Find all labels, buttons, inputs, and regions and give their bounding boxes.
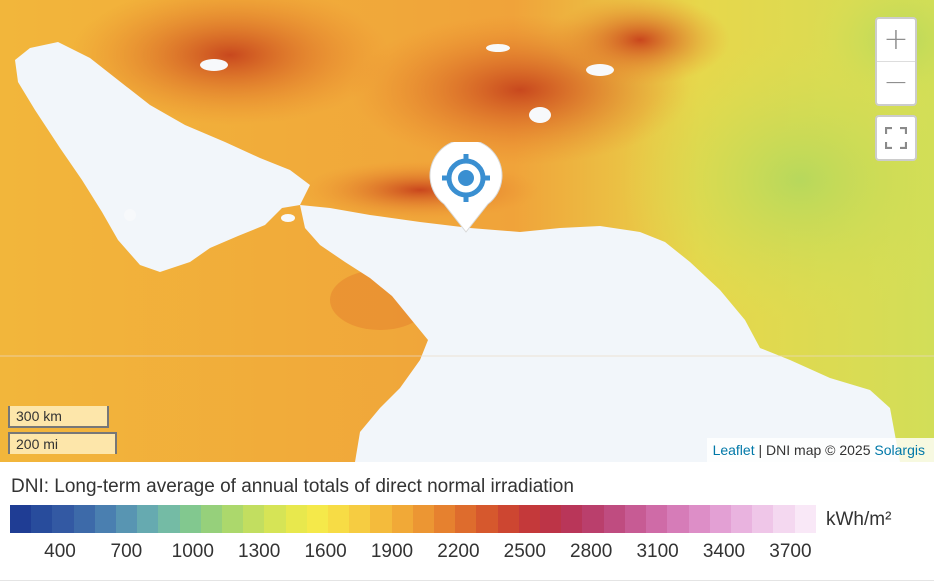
legend-swatch — [730, 505, 753, 533]
map-attribution: Leaflet | DNI map © 2025 Solargis — [706, 438, 934, 462]
legend-swatch — [667, 505, 689, 533]
legend-swatch — [222, 505, 244, 533]
legend-swatch — [624, 505, 647, 533]
legend-swatch — [10, 505, 32, 533]
legend-unit: kWh/m² — [826, 509, 892, 530]
legend-swatch — [434, 505, 456, 533]
legend-swatch — [412, 505, 435, 533]
legend-tick-label: 1900 — [370, 541, 414, 562]
legend-tick-label: 1600 — [304, 541, 347, 562]
solargis-link[interactable]: Solargis — [874, 442, 925, 458]
dni-heatmap-layer — [0, 0, 934, 462]
legend-swatch — [243, 505, 265, 533]
legend-swatch — [646, 505, 668, 533]
scale-bar: 300 km 200 mi — [8, 406, 117, 454]
legend-tick-label: 1300 — [238, 541, 281, 562]
legend-title: DNI: Long-term average of annual totals … — [11, 476, 574, 497]
legend-swatch — [709, 505, 731, 533]
legend-swatch — [582, 505, 604, 533]
legend-swatch — [752, 505, 774, 533]
legend-swatch — [540, 505, 562, 533]
zoom-in-button[interactable]: + — [883, 22, 909, 57]
legend-swatch — [137, 505, 159, 533]
legend-swatch — [370, 505, 392, 533]
legend-swatch — [603, 505, 625, 533]
fullscreen-button[interactable] — [875, 115, 917, 161]
legend-tick-label: 2200 — [437, 541, 480, 562]
map-view[interactable]: + − 300 km 200 mi Leaflet | DNI map © 20… — [0, 0, 934, 462]
legend-swatch — [285, 505, 307, 533]
legend-tick-labels: 400 700 1000 1300 1600 1900 2200 2500 2800 3100 34… — [0, 541, 934, 565]
legend-swatch — [518, 505, 541, 533]
attribution-text: DNI map © 2025 — [766, 442, 875, 458]
legend-swatch — [455, 505, 477, 533]
crosshair-location-icon — [442, 154, 490, 202]
legend-tick-label: 2800 — [570, 541, 613, 562]
legend-tick-label: 3400 — [702, 541, 746, 562]
legend-swatch — [94, 505, 117, 533]
legend-color-scale — [10, 505, 816, 533]
legend-swatch — [116, 505, 138, 533]
legend-swatch — [52, 505, 74, 533]
legend-tick-label: 3700 — [769, 541, 812, 562]
legend-swatch — [31, 505, 53, 533]
legend-swatch — [476, 505, 498, 533]
zoom-out-button[interactable]: − — [877, 61, 915, 104]
legend-tick-label: 3100 — [636, 541, 679, 562]
legend-swatch — [688, 505, 710, 533]
legend-swatch — [497, 505, 519, 533]
legend-swatch — [328, 505, 350, 533]
legend-swatch — [264, 505, 286, 533]
legend-swatch — [73, 505, 95, 533]
legend-swatch — [158, 505, 180, 533]
legend-tick-label: 700 — [110, 541, 143, 562]
legend-swatch — [794, 505, 816, 533]
zoom-control: + − — [875, 17, 917, 106]
scale-mi: 200 mi — [8, 432, 117, 454]
legend-tick-label: 2500 — [503, 541, 546, 562]
leaflet-link[interactable]: Leaflet — [712, 442, 755, 458]
divider — [0, 580, 934, 581]
fullscreen-icon — [885, 127, 907, 149]
legend-tick-label: 1000 — [171, 541, 214, 562]
legend-swatch — [349, 505, 371, 533]
legend-swatch — [391, 505, 413, 533]
scale-km: 300 km — [8, 406, 109, 428]
location-marker[interactable] — [428, 139, 504, 234]
attribution-separator: | — [754, 442, 767, 458]
legend-tick-label: 400 — [44, 541, 76, 562]
legend-swatch — [200, 505, 223, 533]
legend-swatch — [561, 505, 583, 533]
legend-swatch — [179, 505, 201, 533]
legend-swatch — [306, 505, 329, 533]
legend-swatch — [773, 505, 795, 533]
